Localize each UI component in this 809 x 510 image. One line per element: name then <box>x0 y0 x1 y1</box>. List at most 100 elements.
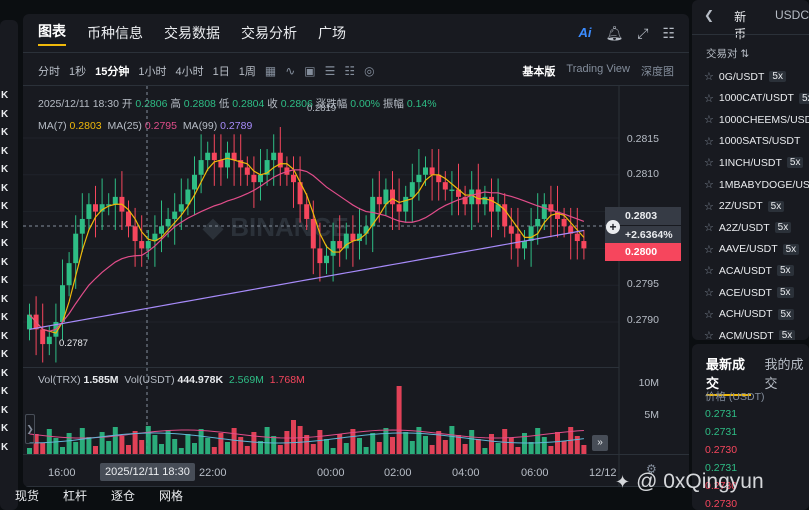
candle <box>581 241 587 249</box>
pair-row[interactable]: ☆ ACM/USDT 5x <box>704 329 796 340</box>
star-icon[interactable]: ☆ <box>704 243 714 256</box>
tab-3[interactable]: 交易分析 <box>241 25 297 41</box>
ma7-price-tag: 0.2803 <box>605 207 681 225</box>
strip-letter: K <box>1 312 9 323</box>
candle <box>409 182 415 197</box>
volume-bar <box>192 443 197 454</box>
candle <box>495 204 501 212</box>
timeframe-6[interactable]: 1周 <box>238 66 256 78</box>
price-tick: 0.2795 <box>626 278 659 290</box>
candle <box>66 263 72 286</box>
compare-icon[interactable]: ▣ <box>304 64 316 78</box>
timeframe-3[interactable]: 1小时 <box>138 66 167 78</box>
candle <box>396 204 402 212</box>
back-icon[interactable]: ❮ <box>704 8 715 22</box>
expand-icon[interactable]: ⤢ <box>637 25 649 41</box>
candle <box>79 218 85 234</box>
volume-bar <box>456 435 461 454</box>
pair-row[interactable]: ☆ 1000CHEEMS/USDT <box>704 113 809 127</box>
pair-row[interactable]: ☆ 1INCH/USDT 5x <box>704 156 804 170</box>
candle <box>126 211 131 227</box>
ai-icon[interactable]: Ai <box>578 25 592 40</box>
star-icon[interactable]: ☆ <box>704 330 714 340</box>
star-icon[interactable]: ☆ <box>704 135 714 148</box>
pair-row[interactable]: ☆ A2Z/USDT 5x <box>704 221 792 235</box>
timeframe-1[interactable]: 1秒 <box>69 66 87 78</box>
view-2[interactable]: 深度图 <box>641 66 674 78</box>
pair-row[interactable]: ☆ AAVE/USDT 5x <box>704 243 800 256</box>
ma-legend: MA(7) 0.2803 MA(25) 0.2795 MA(99) 0.2789 <box>38 120 253 132</box>
candle <box>46 336 52 345</box>
pair-row[interactable]: ☆ ACA/USDT 5x <box>704 264 794 277</box>
pair-row[interactable]: ☆ 0G/USDT 5x <box>704 70 786 83</box>
candle <box>297 182 303 205</box>
pair-row[interactable]: ☆ 1000CAT/USDT 5x <box>704 92 809 105</box>
volume-bar <box>205 438 211 454</box>
star-icon[interactable]: ☆ <box>704 157 714 170</box>
candle <box>238 160 244 168</box>
star-icon[interactable]: ☆ <box>704 179 714 191</box>
layout-icon[interactable]: ☷ <box>344 64 356 78</box>
bell-icon[interactable]: 🔔︎ <box>605 25 624 41</box>
star-icon[interactable]: ☆ <box>704 308 714 321</box>
tab-latest-trades[interactable]: 最新成交 <box>706 354 751 396</box>
strip-letter: K <box>1 293 9 305</box>
bottom-tab-3[interactable]: 网格 <box>159 489 184 503</box>
tools-icon[interactable]: ☰ <box>324 64 336 78</box>
scroll-right-icon[interactable]: » <box>592 435 608 451</box>
leverage-badge: 5x <box>786 157 804 169</box>
star-icon[interactable]: ☆ <box>704 71 714 83</box>
settings-icon[interactable]: ◎ <box>364 64 375 78</box>
tab-0[interactable]: 图表 <box>38 21 66 46</box>
collapse-handle-icon[interactable]: ❯ <box>25 414 35 444</box>
tab-1[interactable]: 币种信息 <box>87 25 143 41</box>
timeframe-0[interactable]: 分时 <box>38 66 60 78</box>
timeframe-4[interactable]: 4小时 <box>175 66 204 78</box>
pair-row[interactable]: ☆ ACH/USDT 5x <box>704 308 795 321</box>
price-tick: 0.2815 <box>626 133 659 145</box>
view-1[interactable]: Trading View <box>566 63 630 75</box>
trade-price: 0.2731 <box>705 408 738 420</box>
timeframe-5[interactable]: 1日 <box>212 66 230 78</box>
bottom-tab-0[interactable]: 现货 <box>15 489 40 503</box>
star-icon[interactable]: ☆ <box>704 265 714 278</box>
volume-bar <box>73 442 79 454</box>
tab-my-trades[interactable]: 我的成交 <box>764 357 804 391</box>
settings-icon[interactable]: ⚙ <box>646 462 657 476</box>
star-icon[interactable]: ☆ <box>704 287 714 299</box>
tab-2[interactable]: 交易数据 <box>164 25 220 41</box>
pair-row[interactable]: ☆ 1000SATS/USDT <box>704 135 800 148</box>
bottom-tab-1[interactable]: 杠杆 <box>63 489 88 503</box>
price-tick: 0.2810 <box>626 168 659 180</box>
add-order-icon[interactable]: + <box>606 220 620 234</box>
chart-tabs: 图表 币种信息 交易数据 交易分析 广场 <box>23 14 346 52</box>
star-icon[interactable]: ☆ <box>704 200 714 213</box>
star-icon[interactable]: ☆ <box>704 92 714 105</box>
timeframe-2[interactable]: 15分钟 <box>95 66 130 78</box>
indicator-icon[interactable]: ∿ <box>285 64 296 78</box>
bottom-tab-2[interactable]: 逐仓 <box>111 489 136 503</box>
calendar-icon[interactable]: ▦ <box>264 64 277 78</box>
pair-column-header[interactable]: 交易对 ⇅ <box>706 48 750 60</box>
grid-icon[interactable]: ☷ <box>662 25 675 41</box>
volume-bar <box>541 437 547 454</box>
candle <box>86 204 92 219</box>
volume-bar <box>304 435 310 454</box>
change-tag: +2.6364% <box>605 226 681 244</box>
star-icon[interactable]: ☆ <box>704 114 714 127</box>
volume-bar <box>310 444 316 454</box>
tab-usdc[interactable]: USDC <box>774 8 809 22</box>
volume-bar <box>244 446 250 454</box>
tab-4[interactable]: 广场 <box>318 25 346 41</box>
strip-letter: K <box>1 145 9 157</box>
view-0[interactable]: 基本版 <box>522 66 556 78</box>
pair-row[interactable]: ☆ 1MBABYDOGE/USDT <box>704 178 809 192</box>
volume-legend: Vol(TRX) 1.585M Vol(USDT) 444.978K 2.569… <box>38 374 305 386</box>
candle <box>482 196 488 205</box>
candle <box>561 218 567 227</box>
pair-row[interactable]: ☆ ACE/USDT 5x <box>704 286 794 299</box>
candle <box>502 204 508 227</box>
star-icon[interactable]: ☆ <box>704 222 714 235</box>
pair-row[interactable]: ☆ 2Z/USDT 5x <box>704 200 785 213</box>
tab-new-coins[interactable]: 新币 <box>734 10 747 41</box>
